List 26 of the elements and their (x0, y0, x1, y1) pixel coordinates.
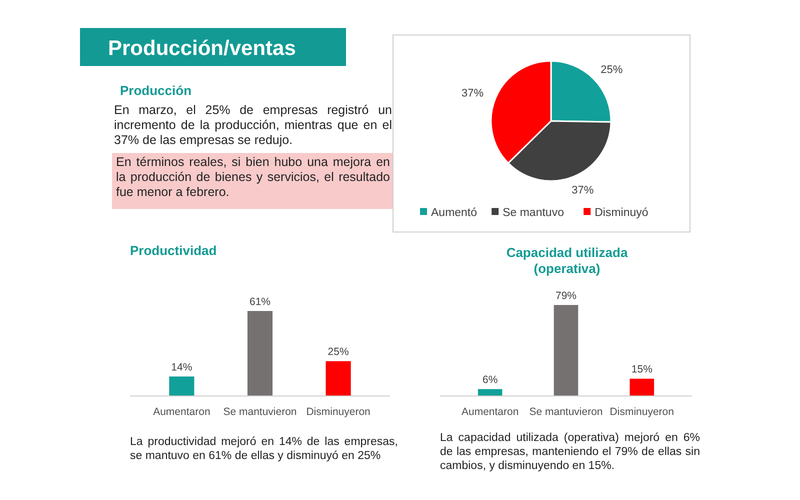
data-label: 61% (249, 296, 271, 308)
x-tick-label: Disminuyeron (610, 406, 674, 418)
text: En términos reales, si bien hubo una mejora en la producción de bienes y servicios, el resultado fue menor a febrero. (112, 153, 394, 209)
data-label: 25% (600, 64, 623, 76)
text: La productividad mejoró en 14% de las empresas, se mantuvo en 61% de ellas y disminuyó en 25% (130, 435, 398, 463)
legend-label: Aumentó (431, 207, 478, 219)
chart-title: Capacidad utilizada (operativa) (506, 245, 628, 276)
legend-label: Se mantuvo (502, 207, 564, 219)
x-tick-label: Aumentaron (153, 406, 210, 418)
legend-label: Disminuyó (594, 207, 648, 219)
data-label: 37% (461, 87, 484, 100)
data-label: 25% (328, 346, 349, 358)
data-label: 37% (572, 184, 594, 197)
text: Producción/ventas (108, 37, 296, 60)
text: La capacidad utilizada (operativa) mejoró en 6% de las empresas, manteniendo el 79% de ellas sin cambios, y disminuyendo en 15%. (440, 431, 700, 473)
x-tick-label: Disminuyeron (306, 406, 371, 418)
text: En marzo, el 25% de empresas registró un incremento de la producción, mientras que en el 37% de las empresas se redujo. (113, 103, 393, 149)
x-tick-label: Se mantuvieron (529, 406, 603, 418)
data-label: 79% (555, 290, 577, 302)
x-tick-label: Se mantuvieron (223, 406, 297, 418)
data-label: 6% (482, 374, 498, 386)
chart-title: Productividad (130, 243, 217, 258)
data-label: 15% (631, 364, 652, 376)
text: Producción (120, 83, 192, 98)
x-tick-label: Aumentaron (461, 406, 519, 418)
data-label: 14% (171, 361, 192, 374)
